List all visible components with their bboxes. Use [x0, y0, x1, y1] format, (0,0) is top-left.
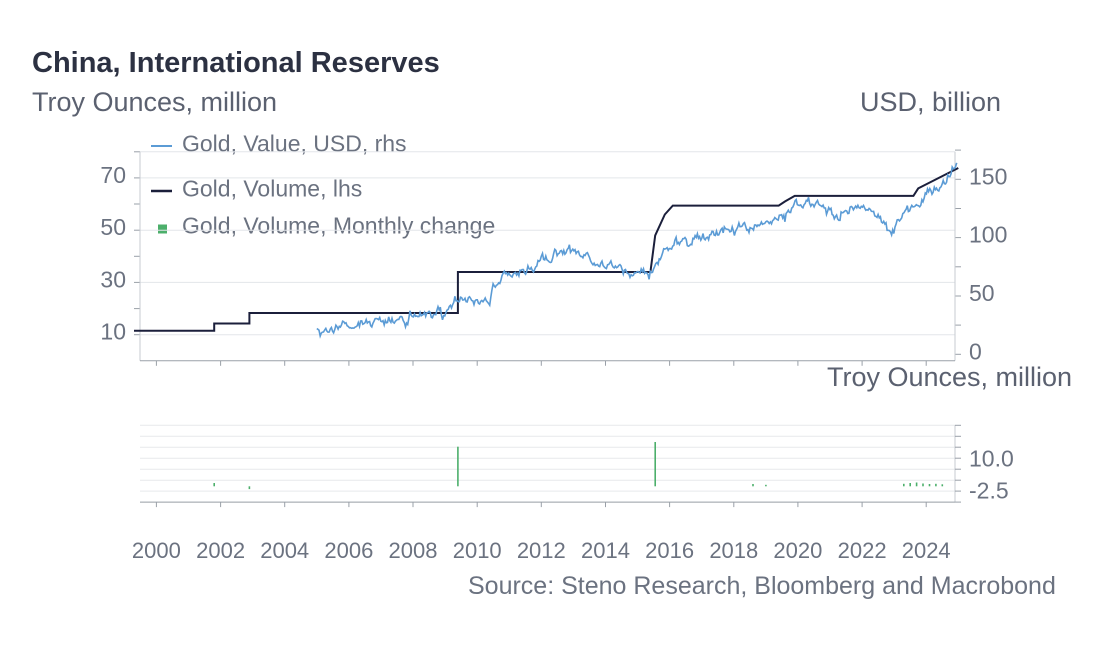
svg-text:Gold, Value, USD, rhs: Gold, Value, USD, rhs	[182, 131, 407, 157]
svg-text:2008: 2008	[389, 538, 438, 563]
svg-text:2014: 2014	[581, 538, 630, 563]
svg-text:150: 150	[969, 163, 1007, 189]
svg-text:50: 50	[100, 214, 126, 240]
svg-text:2010: 2010	[453, 538, 502, 563]
svg-text:Gold, Volume, lhs: Gold, Volume, lhs	[182, 176, 362, 202]
svg-text:10: 10	[100, 319, 126, 345]
svg-text:2024: 2024	[902, 538, 951, 563]
svg-text:2022: 2022	[838, 538, 887, 563]
svg-text:2002: 2002	[196, 538, 245, 563]
svg-text:0: 0	[969, 338, 982, 364]
svg-text:30: 30	[100, 266, 126, 292]
svg-text:Gold, Volume, Monthly change: Gold, Volume, Monthly change	[182, 213, 495, 239]
svg-text:100: 100	[969, 222, 1007, 248]
svg-text:70: 70	[100, 162, 126, 188]
svg-text:10.0: 10.0	[969, 446, 1014, 472]
svg-text:50: 50	[969, 280, 995, 306]
svg-text:2006: 2006	[324, 538, 373, 563]
svg-text:2012: 2012	[517, 538, 566, 563]
svg-text:2004: 2004	[260, 538, 309, 563]
svg-text:2000: 2000	[132, 538, 181, 563]
svg-text:-2.5: -2.5	[969, 478, 1009, 504]
svg-text:2016: 2016	[645, 538, 694, 563]
svg-text:2018: 2018	[709, 538, 758, 563]
svg-text:2020: 2020	[773, 538, 822, 563]
